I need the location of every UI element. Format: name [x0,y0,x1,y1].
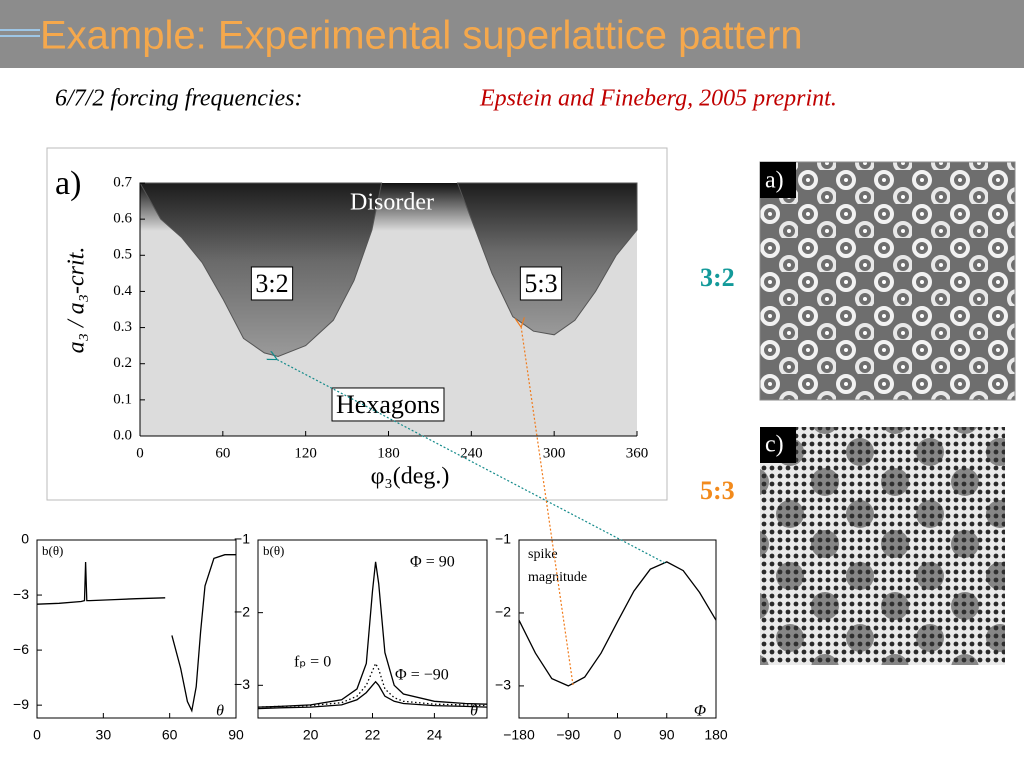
annotation-box [250,266,294,301]
annotation: b(θ) [42,543,63,558]
annotation: 3:2 [255,269,288,298]
y-tick-label: 0 [21,531,29,547]
x-tick-label: 60 [215,445,230,461]
x-tick-label: 30 [96,727,112,743]
y-tick-label: 0.7 [113,174,132,190]
line [257,561,488,708]
y-tick-label: −3 [495,677,511,693]
y-tick-label: −1 [234,531,250,547]
x-axis-label: θ [216,703,224,720]
annotation: Disorder [350,190,434,216]
image-label: a) [765,168,784,194]
annotation: spike [528,547,558,562]
y-tick-label: −3 [234,676,250,692]
x-tick-label: 360 [626,445,649,461]
x-tick-label: 24 [427,727,443,743]
x-tick-label: 240 [460,445,483,461]
y-tick-label: −6 [13,641,29,657]
y-tick-label: 0.4 [113,283,132,299]
subtitle: 6/7/2 forcing frequencies: [55,86,303,112]
annotation: Hexagons [336,390,440,419]
plot-frame [36,539,237,719]
line [36,554,236,713]
annotation: 5:3 [524,269,557,298]
title-bar [0,0,1024,68]
image-label-bg [760,162,796,198]
x-tick-label: 20 [303,727,319,743]
x-tick-label: −90 [556,727,580,743]
x-tick-label: 300 [543,445,566,461]
y-tick-label: −2 [495,604,511,620]
image-label: c) [765,432,784,458]
line [257,680,488,710]
y-tick-label: 0.0 [113,427,132,443]
line [257,661,488,708]
ratio-label: 3:2 [700,263,735,292]
slide-title: Example: Experimental superlattice patte… [40,14,803,58]
annotation: b(θ) [263,543,284,558]
x-tick-label: 90 [228,727,244,743]
y-tick-label: −1 [495,531,511,547]
x-axis-label: θ [470,703,478,720]
annotation-box [519,266,563,301]
y-tick-label: −9 [13,696,29,712]
x-tick-label: 0 [33,727,41,743]
region [456,182,638,336]
y-tick-label: 0.3 [113,319,132,335]
x-tick-label: 22 [365,727,381,743]
ratio-label: 5:3 [700,476,735,505]
y-axis-label: a₃ / a₃-crit. [64,247,90,354]
line [518,561,717,687]
annotation-box [331,387,445,422]
y-tick-label: 0.6 [113,211,132,227]
x-tick-label: 0 [136,445,144,461]
y-tick-label: 0.1 [113,391,132,407]
series-label: Φ = 90 [410,554,455,571]
panel-label: a) [55,165,81,202]
link-arrow [276,359,666,564]
plot-frame [257,539,488,719]
citation: Epstein and Fineberg, 2005 preprint. [479,86,837,112]
pattern-image [759,161,1016,401]
y-tick-label: −3 [13,586,29,602]
x-axis-label: φ₃(deg.) [371,464,450,490]
pattern-overlay [760,427,1005,665]
y-tick-label: 0.2 [113,355,132,371]
series-label: Φ = −90 [395,667,449,684]
x-tick-label: 90 [659,727,675,743]
plot-frame [518,539,717,719]
y-tick-label: −2 [234,603,250,619]
x-tick-label: 60 [162,727,178,743]
x-tick-label: 120 [294,445,317,461]
x-tick-label: −180 [503,727,535,743]
x-tick-label: 180 [377,445,400,461]
x-tick-label: 180 [704,727,728,743]
series-label: fₚ = 0 [294,654,331,671]
y-tick-label: 0.5 [113,247,132,263]
image-label-bg [760,427,796,463]
x-tick-label: 0 [614,727,622,743]
x-axis-label: Φ [694,703,706,720]
link-arrow [521,326,574,686]
charts: 0 60 120 180 240 300 3600.00.10.20.30.40.50.60… [13,165,728,743]
